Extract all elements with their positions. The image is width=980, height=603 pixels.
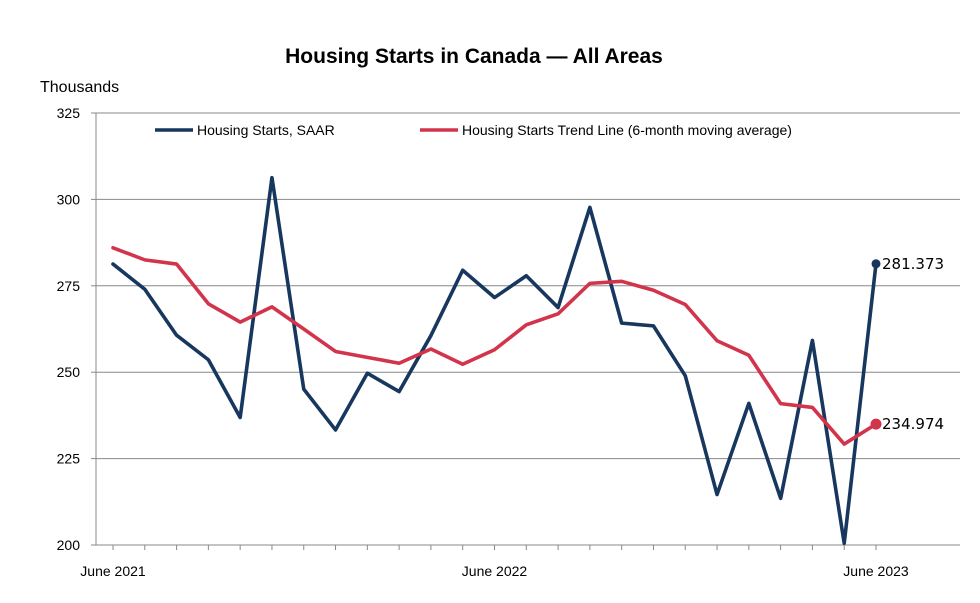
series-lines: 281.373 234.974 (111, 175, 944, 546)
y-tick-label-225: 225 (57, 451, 81, 467)
series-end-label-2: 234.974 (882, 415, 944, 433)
axes (95, 113, 960, 546)
legend-label-1: Housing Starts, SAAR (197, 122, 335, 138)
y-tick-label-300: 300 (57, 191, 81, 207)
legend-label-2: Housing Starts Trend Line (6-month movin… (462, 122, 792, 138)
y-axis-unit-label: Thousands (40, 79, 119, 96)
y-axis-ticks: 325 300 275 250 225 200 (57, 105, 96, 553)
series-line-2 (111, 245, 878, 446)
x-tick-label: June 2022 (462, 563, 528, 579)
y-tick-label-325: 325 (57, 105, 81, 121)
series-end-marker-2 (870, 418, 882, 430)
x-tick-label: June 2023 (843, 563, 909, 579)
y-tick-label-250: 250 (57, 364, 81, 380)
series-end-marker-1 (871, 259, 881, 269)
series-line-1 (111, 175, 878, 546)
gridlines (96, 112, 960, 546)
series-end-label-1: 281.373 (882, 255, 944, 273)
y-tick-label-275: 275 (57, 278, 81, 294)
y-tick-label-200: 200 (57, 537, 81, 553)
x-axis-ticks: June 2021 June 2022 June 2023 (80, 545, 909, 579)
chart-title: Housing Starts in Canada — All Areas (285, 45, 663, 68)
legend: Housing Starts, SAAR Housing Starts Trend… (155, 122, 792, 138)
x-tick-label: June 2021 (80, 563, 146, 579)
